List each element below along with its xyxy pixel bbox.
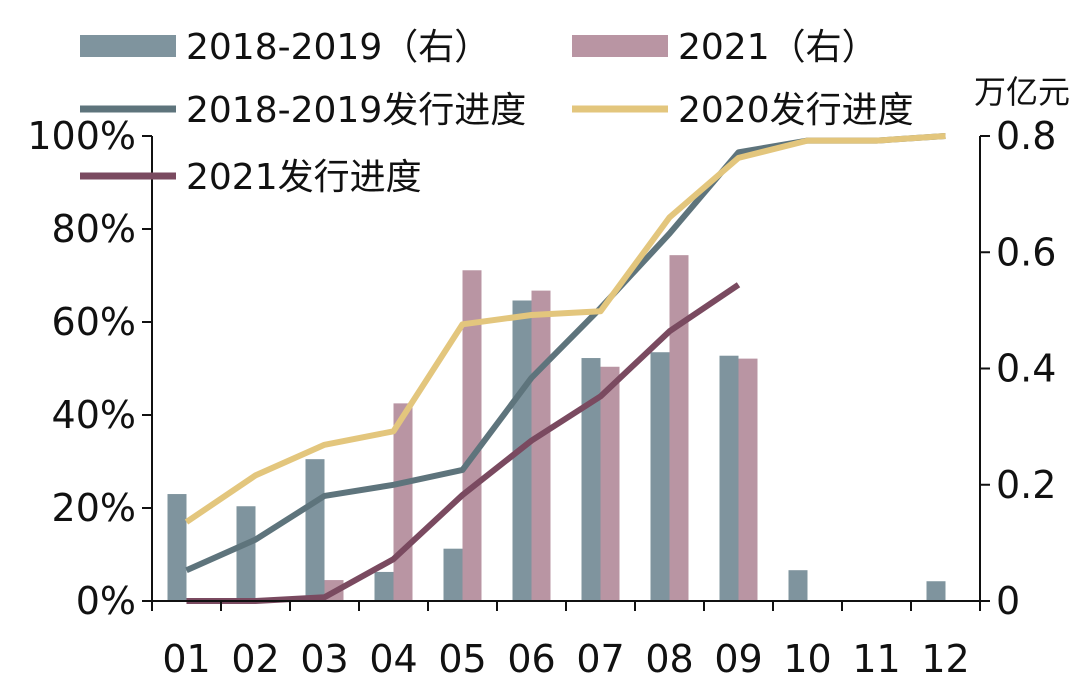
x-tick-label: 01	[162, 637, 210, 681]
left-tick-label: 40%	[52, 393, 136, 437]
x-tick-label: 11	[852, 637, 900, 681]
bar-series2-05	[462, 270, 482, 601]
bar-series2-09	[738, 358, 758, 601]
left-tick-label: 60%	[52, 300, 136, 344]
legend-label-1: 2018-2019（右）	[186, 27, 490, 68]
left-tick-label: 100%	[27, 114, 136, 158]
x-tick-label: 04	[369, 637, 417, 681]
axes-layer: 0% 20% 40% 60% 80% 100% 0 0.2 0.4 0.6 0.8 01 02 03 04 0…	[27, 114, 1056, 681]
right-tick-label: 0.8	[996, 114, 1056, 158]
bar-series1-08	[650, 352, 670, 601]
bar-series2-04	[393, 403, 413, 601]
bar-series2-08	[669, 255, 689, 601]
bar-series1-09	[719, 355, 739, 601]
line-series-2	[184, 133, 946, 525]
x-tick-label: 03	[300, 637, 348, 681]
right-axis-unit-label: 万亿元	[974, 73, 1070, 111]
legend-label-3: 2018-2019发行进度	[186, 90, 526, 131]
bar-series1-03	[305, 459, 325, 601]
legend-label-4: 2020发行进度	[678, 90, 914, 131]
bar-series1-12	[926, 581, 946, 601]
right-tick-label: 0.2	[996, 463, 1056, 507]
left-tick-label: 80%	[52, 207, 136, 251]
left-tick-label: 20%	[52, 486, 136, 530]
legend-label-5: 2021发行进度	[186, 157, 422, 198]
x-tick-label: 02	[231, 637, 279, 681]
right-tick-label: 0.4	[996, 347, 1056, 391]
bar-series1-05	[443, 548, 463, 601]
bar-series2-06	[531, 290, 551, 601]
line-series-1	[185, 133, 946, 574]
x-tick-label: 08	[645, 637, 693, 681]
bar-series1-10	[788, 570, 808, 601]
legend-swatch-bar-1	[80, 35, 176, 57]
left-tick-label: 0%	[76, 579, 136, 623]
x-tick-label: 12	[921, 637, 969, 681]
bars-layer	[167, 255, 946, 601]
lines-layer	[184, 133, 946, 604]
line-series-3	[186, 282, 741, 604]
x-tick-label: 06	[507, 637, 555, 681]
bar-series2-07	[600, 366, 620, 601]
right-tick-label: 0	[996, 579, 1020, 623]
bar-series1-01	[167, 494, 187, 601]
bar-series1-04	[374, 571, 394, 601]
right-tick-label: 0.6	[996, 230, 1056, 274]
x-tick-label: 07	[576, 637, 624, 681]
x-tick-label: 05	[438, 637, 486, 681]
legend-swatch-bar-2	[572, 35, 668, 57]
x-tick-label: 10	[783, 637, 831, 681]
legend-label-2: 2021（右）	[678, 27, 878, 68]
bar-series1-07	[581, 358, 601, 601]
bar-series1-02	[236, 506, 256, 601]
legend: 2018-2019（右） 2021（右） 2018-2019发行进度 2020发行进度…	[80, 27, 914, 198]
x-tick-label: 09	[714, 637, 762, 681]
